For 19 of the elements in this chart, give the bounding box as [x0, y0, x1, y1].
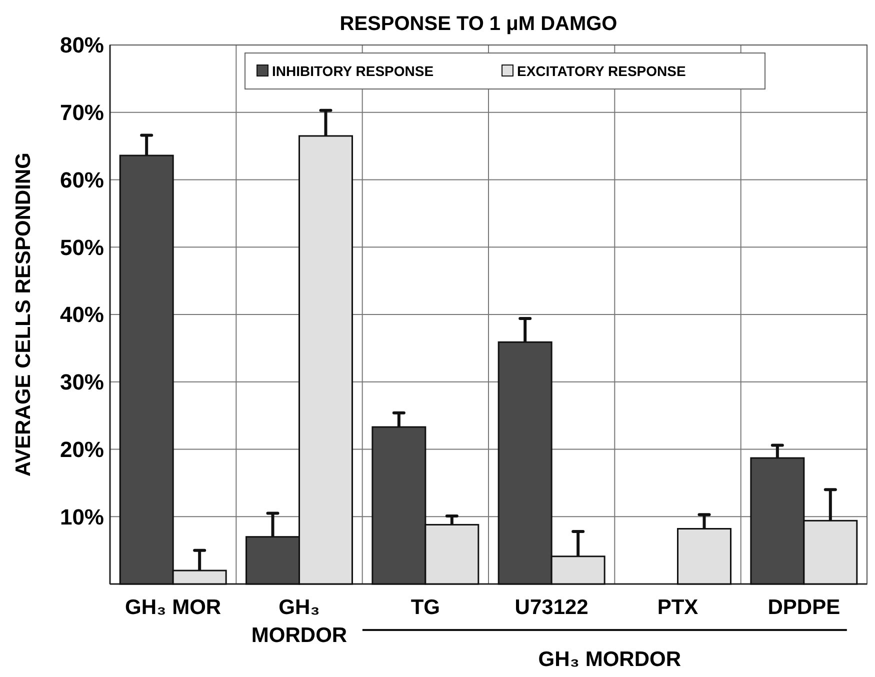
- x-tick-label: GH₃ MORDOR: [251, 596, 348, 647]
- x-tick-label: DPDPE: [768, 596, 840, 619]
- x-tick-label: PTX: [657, 596, 698, 619]
- x-tick-label: TG: [410, 596, 440, 619]
- y-tick-label: 30%: [60, 370, 104, 395]
- y-tick-label: 50%: [60, 234, 104, 260]
- text: GH₃ MORDOR: [538, 648, 682, 671]
- y-axis-title: AVERAGE CELLS RESPONDING: [12, 152, 35, 476]
- x-tick-label: GH₃ MOR: [125, 596, 222, 619]
- legend-label: INHIBITORY RESPONSE: [272, 63, 434, 79]
- y-tick-label: 20%: [60, 436, 104, 462]
- y-tick-label: 70%: [60, 100, 104, 126]
- x-tick-label: U73122: [514, 596, 588, 619]
- y-tick-label: 80%: [60, 32, 104, 58]
- y-tick-label: 60%: [60, 167, 104, 192]
- y-tick-label: 10%: [60, 504, 104, 530]
- y-tick-label: 40%: [60, 302, 104, 328]
- legend-label: EXCITATORY RESPONSE: [517, 63, 686, 79]
- chart-title: RESPONSE TO 1 μM DAMGO: [340, 13, 618, 35]
